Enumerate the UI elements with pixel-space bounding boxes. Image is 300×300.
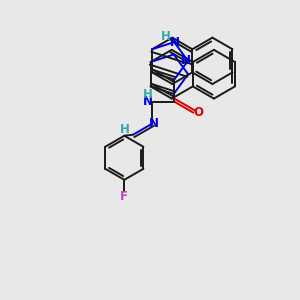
Text: O: O	[194, 106, 204, 119]
Text: H: H	[120, 123, 130, 136]
Text: H: H	[160, 30, 170, 43]
Text: N: N	[182, 54, 191, 67]
Text: N: N	[149, 117, 159, 130]
Text: F: F	[120, 190, 128, 203]
Text: H: H	[143, 88, 153, 101]
Text: N: N	[170, 36, 180, 49]
Text: N: N	[143, 95, 153, 108]
